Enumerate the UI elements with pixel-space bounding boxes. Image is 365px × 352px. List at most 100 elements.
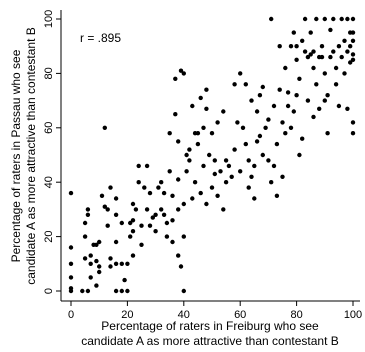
scatter-point [218,169,223,174]
scatter-point [113,196,119,201]
scatter-point [350,16,356,22]
scatter-point [204,87,209,92]
scatter-point [328,54,333,60]
scatter-point [147,223,153,228]
correlation-annotation: r = .895 [80,31,121,45]
scatter-point [294,57,299,62]
scatter-point [82,256,88,261]
scatter-point [331,16,336,22]
y-axis-label-line-1: Percentage of raters in Passau who see [9,49,23,262]
scatter-point [156,185,161,190]
scatter-point [187,158,192,163]
scatter-point [99,193,105,198]
scatter-point [229,174,234,179]
scatter-point [285,103,291,109]
scatter-point [232,82,237,87]
scatter-point [331,49,336,54]
scatter-point [97,264,102,269]
y-axis-label-group: Percentage of raters in Passau who see c… [9,27,38,285]
scatter-point [350,57,356,62]
scatter-point [300,38,305,43]
scatter-point [283,131,288,136]
scatter-point [130,201,136,207]
scatter-point [311,114,316,120]
scatter-point [339,16,344,22]
scatter-point [311,49,316,54]
scatter-point [333,82,339,87]
scatter-point [178,68,184,73]
scatter-point [266,117,271,122]
scatter-point [102,125,108,130]
scatter-point [204,201,209,207]
scatter-point [122,277,127,283]
scatter-point [161,190,167,196]
scatter-point [339,54,344,60]
scatter-point [308,30,313,35]
axes [60,10,360,302]
scatter-point [94,258,99,264]
scatter-point [178,264,184,269]
scatter-point [128,234,133,239]
scatter-point [167,169,172,174]
scatter-point [350,38,356,43]
scatter-point [294,93,299,98]
scatter-point [243,141,248,147]
scatter-point [170,193,175,198]
scatter-point [108,185,113,190]
scatter-point [176,207,181,212]
scatter-point [226,163,232,169]
scatter-point [201,125,206,130]
scatter-point [181,201,186,207]
data-points [68,16,356,294]
x-tick-label: 20 [121,309,133,321]
scatter-point [252,163,257,169]
scatter-point [153,229,158,234]
scatter-point [246,185,251,190]
scatter-point [184,152,189,158]
x-tick-label: 40 [178,309,190,321]
scatter-point [97,239,102,245]
scatter-point [345,106,350,112]
scatter-point [249,174,254,179]
scatter-point [159,207,164,212]
x-axis-label-line-1: Percentage of raters in Freiburg who see [101,319,319,333]
scatter-point [125,288,130,294]
scatter-point [345,49,350,54]
scatter-point [150,215,155,220]
scatter-point [342,38,347,43]
scatter-point [294,44,299,49]
scatter-point [345,16,350,22]
scatter-point [195,131,201,136]
scatter-point [319,54,325,60]
scatter-point [133,207,139,212]
scatter-point [204,106,209,112]
scatter-point [297,76,302,82]
scatter-point [176,139,181,144]
scatter-point [311,65,316,71]
scatter-point [260,152,265,158]
scatter-point [82,234,88,239]
scatter-point [88,261,93,266]
scatter-point [102,204,108,209]
scatter-point [184,169,189,174]
scatter-point [119,288,125,294]
x-tick-label: 80 [290,309,302,321]
scatter-point [302,49,308,54]
scatter-point [249,98,254,103]
scatter-point [271,163,277,169]
scatter-point [328,27,333,33]
y-tick-label: 0 [43,288,55,294]
scatter-point [254,109,260,114]
scatter-point [221,207,226,212]
scatter-point [113,261,119,266]
scatter-point [164,234,170,239]
scatter-point [300,136,305,141]
scatter-point [139,223,144,228]
scatter-point [252,196,257,201]
scatter-point [221,109,226,114]
scatter-point [113,288,119,294]
scatter-point [130,229,136,234]
scatter-point [266,158,271,163]
scatter-point [125,261,130,266]
